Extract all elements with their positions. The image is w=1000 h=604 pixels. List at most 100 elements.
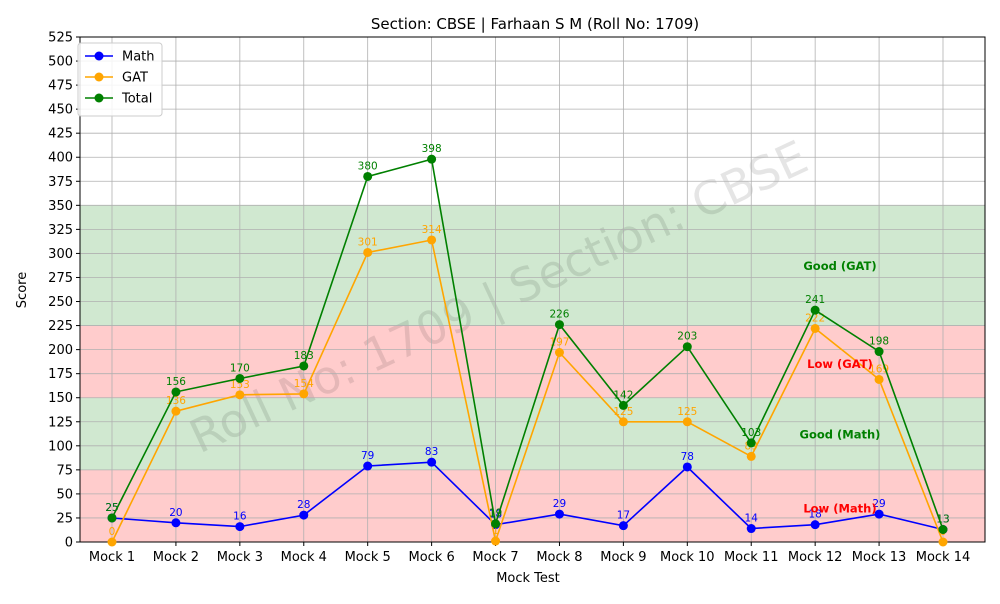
data-label-total: 142 [613,389,633,401]
chart-title: Section: CBSE | Farhaan S M (Roll No: 17… [371,15,699,33]
data-point-math [363,461,373,471]
data-point-total [107,513,117,523]
data-label-math: 83 [425,446,438,458]
y-axis-label: Score [15,272,30,308]
data-point-total [299,361,309,371]
y-tick-label: 525 [48,31,73,46]
y-tick-label: 0 [65,536,73,551]
x-tick-label: Mock 11 [724,550,779,565]
data-point-total [618,400,628,410]
data-point-math [746,524,756,534]
x-tick-label: Mock 13 [852,550,907,565]
data-point-math [810,520,820,530]
x-tick-label: Mock 9 [600,550,646,565]
data-label-total: 241 [805,294,825,306]
data-point-gat [554,348,564,358]
x-tick-label: Mock 4 [281,550,327,565]
grid [80,36,985,543]
data-point-gat [810,323,820,333]
data-point-gat [746,451,756,461]
data-point-gat [491,536,501,546]
data-point-total [682,342,692,352]
data-label-gat: 153 [230,379,250,391]
data-point-gat [874,374,884,384]
x-tick-label: Mock 5 [345,550,391,565]
band-label: Low (GAT) [807,357,873,371]
band-labels: Low (Math) Good (Math) Low (GAT) Good (GAT) [800,259,881,515]
data-label-total: 156 [166,376,186,388]
data-point-total [235,373,245,383]
legend-label-math: Math [122,50,155,65]
data-point-gat [299,389,309,399]
plot-frame [79,36,986,543]
x-tick-label: Mock 6 [408,550,454,565]
legend-label-gat: GAT [122,71,148,86]
data-label-math: 29 [553,498,566,510]
y-tick-label: 350 [48,199,73,214]
data-label-total: 398 [422,143,442,155]
data-label-gat: 154 [294,378,314,390]
y-tick-label: 100 [48,439,73,454]
data-point-gat [682,417,692,427]
band-label: Good (Math) [800,427,881,441]
data-point-total [810,305,820,315]
data-point-total [363,171,373,181]
legend-marker-math [94,51,104,61]
data-label-gat: 136 [166,395,186,407]
y-tick-label: 425 [48,127,73,142]
data-label-gat: 125 [613,406,633,418]
y-tick-label: 175 [48,367,73,382]
data-label-total: 380 [358,160,378,172]
data-point-gat [363,247,373,257]
data-point-gat [107,537,117,547]
data-label-math: 29 [872,498,885,510]
data-label-total: 170 [230,362,250,374]
x-tick-label: Mock 1 [89,550,135,565]
y-tick-label: 50 [56,487,73,502]
y-tick-label: 500 [48,55,73,70]
data-point-gat [938,537,948,547]
y-tick-label: 125 [48,415,73,430]
y-tick-label: 150 [48,391,73,406]
x-tick-label: Mock 7 [472,550,518,565]
y-tick-label: 200 [48,343,73,358]
band-label: Low (Math) [803,501,876,515]
data-point-math [682,462,692,472]
data-label-gat: 125 [677,406,697,418]
data-point-gat [171,406,181,416]
x-tick-label: Mock 14 [916,550,971,565]
y-tick-label: 375 [48,175,73,190]
band-area [80,205,985,326]
y-tick-label: 275 [48,271,73,286]
legend: Math GAT Total [77,42,163,117]
data-point-gat [427,235,437,245]
y-tick-label: 475 [48,79,73,94]
data-point-math [618,521,628,531]
x-tick-label: Mock 12 [788,550,843,565]
x-tick-label: Mock 3 [217,550,263,565]
data-label-total: 25 [105,502,118,514]
data-label-total: 203 [677,331,697,343]
data-label-total: 226 [549,309,569,321]
data-point-total [938,524,948,534]
data-point-gat [235,390,245,400]
data-label-math: 79 [361,450,374,462]
y-tick-label: 400 [48,151,73,166]
x-axis-label: Mock Test [496,571,560,586]
legend-label-total: Total [121,92,152,107]
series-line-gat [111,239,944,545]
y-tick-label: 75 [56,463,73,478]
data-point-math [427,457,437,467]
band-area [80,469,985,542]
data-label-math: 14 [745,513,759,525]
series-line-math [111,461,944,531]
y-tick-label: 300 [48,247,73,262]
y-tick-label: 225 [48,319,73,334]
axes: 0255075100125150175200225250275300325350… [48,31,986,565]
data-label-math: 17 [617,510,630,522]
data-point-total [491,519,501,529]
data-label-total: 13 [936,513,949,525]
